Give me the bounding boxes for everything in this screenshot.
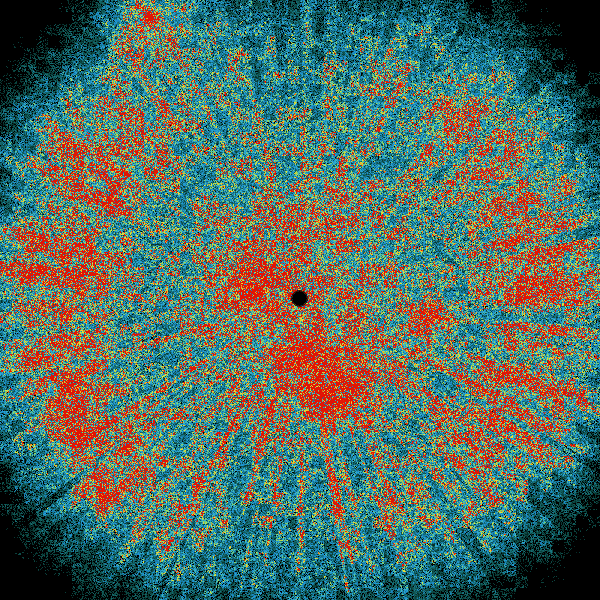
astronomical-image-viewport: Astronomical Intensity Map False-colour … bbox=[0, 0, 600, 600]
intensity-heatmap-canvas bbox=[0, 0, 600, 600]
